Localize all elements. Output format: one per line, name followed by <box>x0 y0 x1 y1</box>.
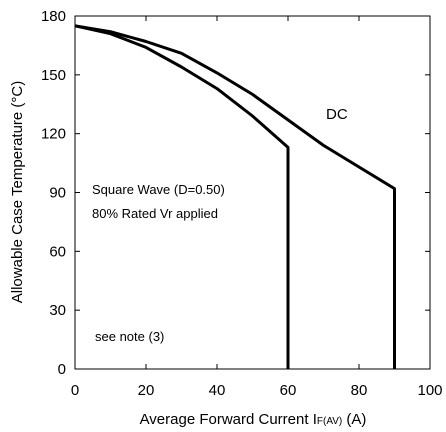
y-tick-label: 120 <box>41 126 66 143</box>
annotation-dc-bg <box>322 103 354 123</box>
x-axis-title-subscript: F(AV) <box>317 416 342 427</box>
x-axis-title-main: Average Forward Current I <box>140 411 317 428</box>
dc-curve <box>74 24 396 369</box>
x-tick-label: 60 <box>280 382 297 399</box>
annotation-note: see note (3) <box>95 329 164 344</box>
x-tick-label: 40 <box>209 382 226 399</box>
annotation-square-wave: Square Wave (D=0.50) <box>92 182 225 197</box>
y-tick-label: 150 <box>41 67 66 84</box>
annotation-square-wave-bg <box>91 181 259 198</box>
y-tick-label: 60 <box>49 243 66 260</box>
axis-ticks <box>74 15 431 370</box>
annotation-dc: DC <box>326 106 348 123</box>
y-tick-label: 180 <box>41 8 66 25</box>
annotation-rated: 80% Rated Vr applied <box>92 206 218 221</box>
y-tick-label: 90 <box>49 185 66 202</box>
y-tick-label: 0 <box>58 361 66 378</box>
series-group <box>74 24 396 369</box>
x-axis-title: Average Forward Current IF(AV) (A) <box>140 411 367 428</box>
y-tick-label: 30 <box>49 302 66 319</box>
square-wave-curve <box>74 24 290 369</box>
y-axis-title: Allowable Case Temperature (°C) <box>9 81 26 303</box>
x-tick-label: 0 <box>71 382 79 399</box>
x-tick-label: 80 <box>351 382 368 399</box>
axis-tick-labels: 0 20 40 60 80 100 0 30 60 90 120 150 180 <box>41 8 443 399</box>
x-tick-label: 100 <box>417 382 442 399</box>
x-tick-label: 20 <box>138 382 155 399</box>
x-axis-title-unit: (A) <box>342 411 366 428</box>
